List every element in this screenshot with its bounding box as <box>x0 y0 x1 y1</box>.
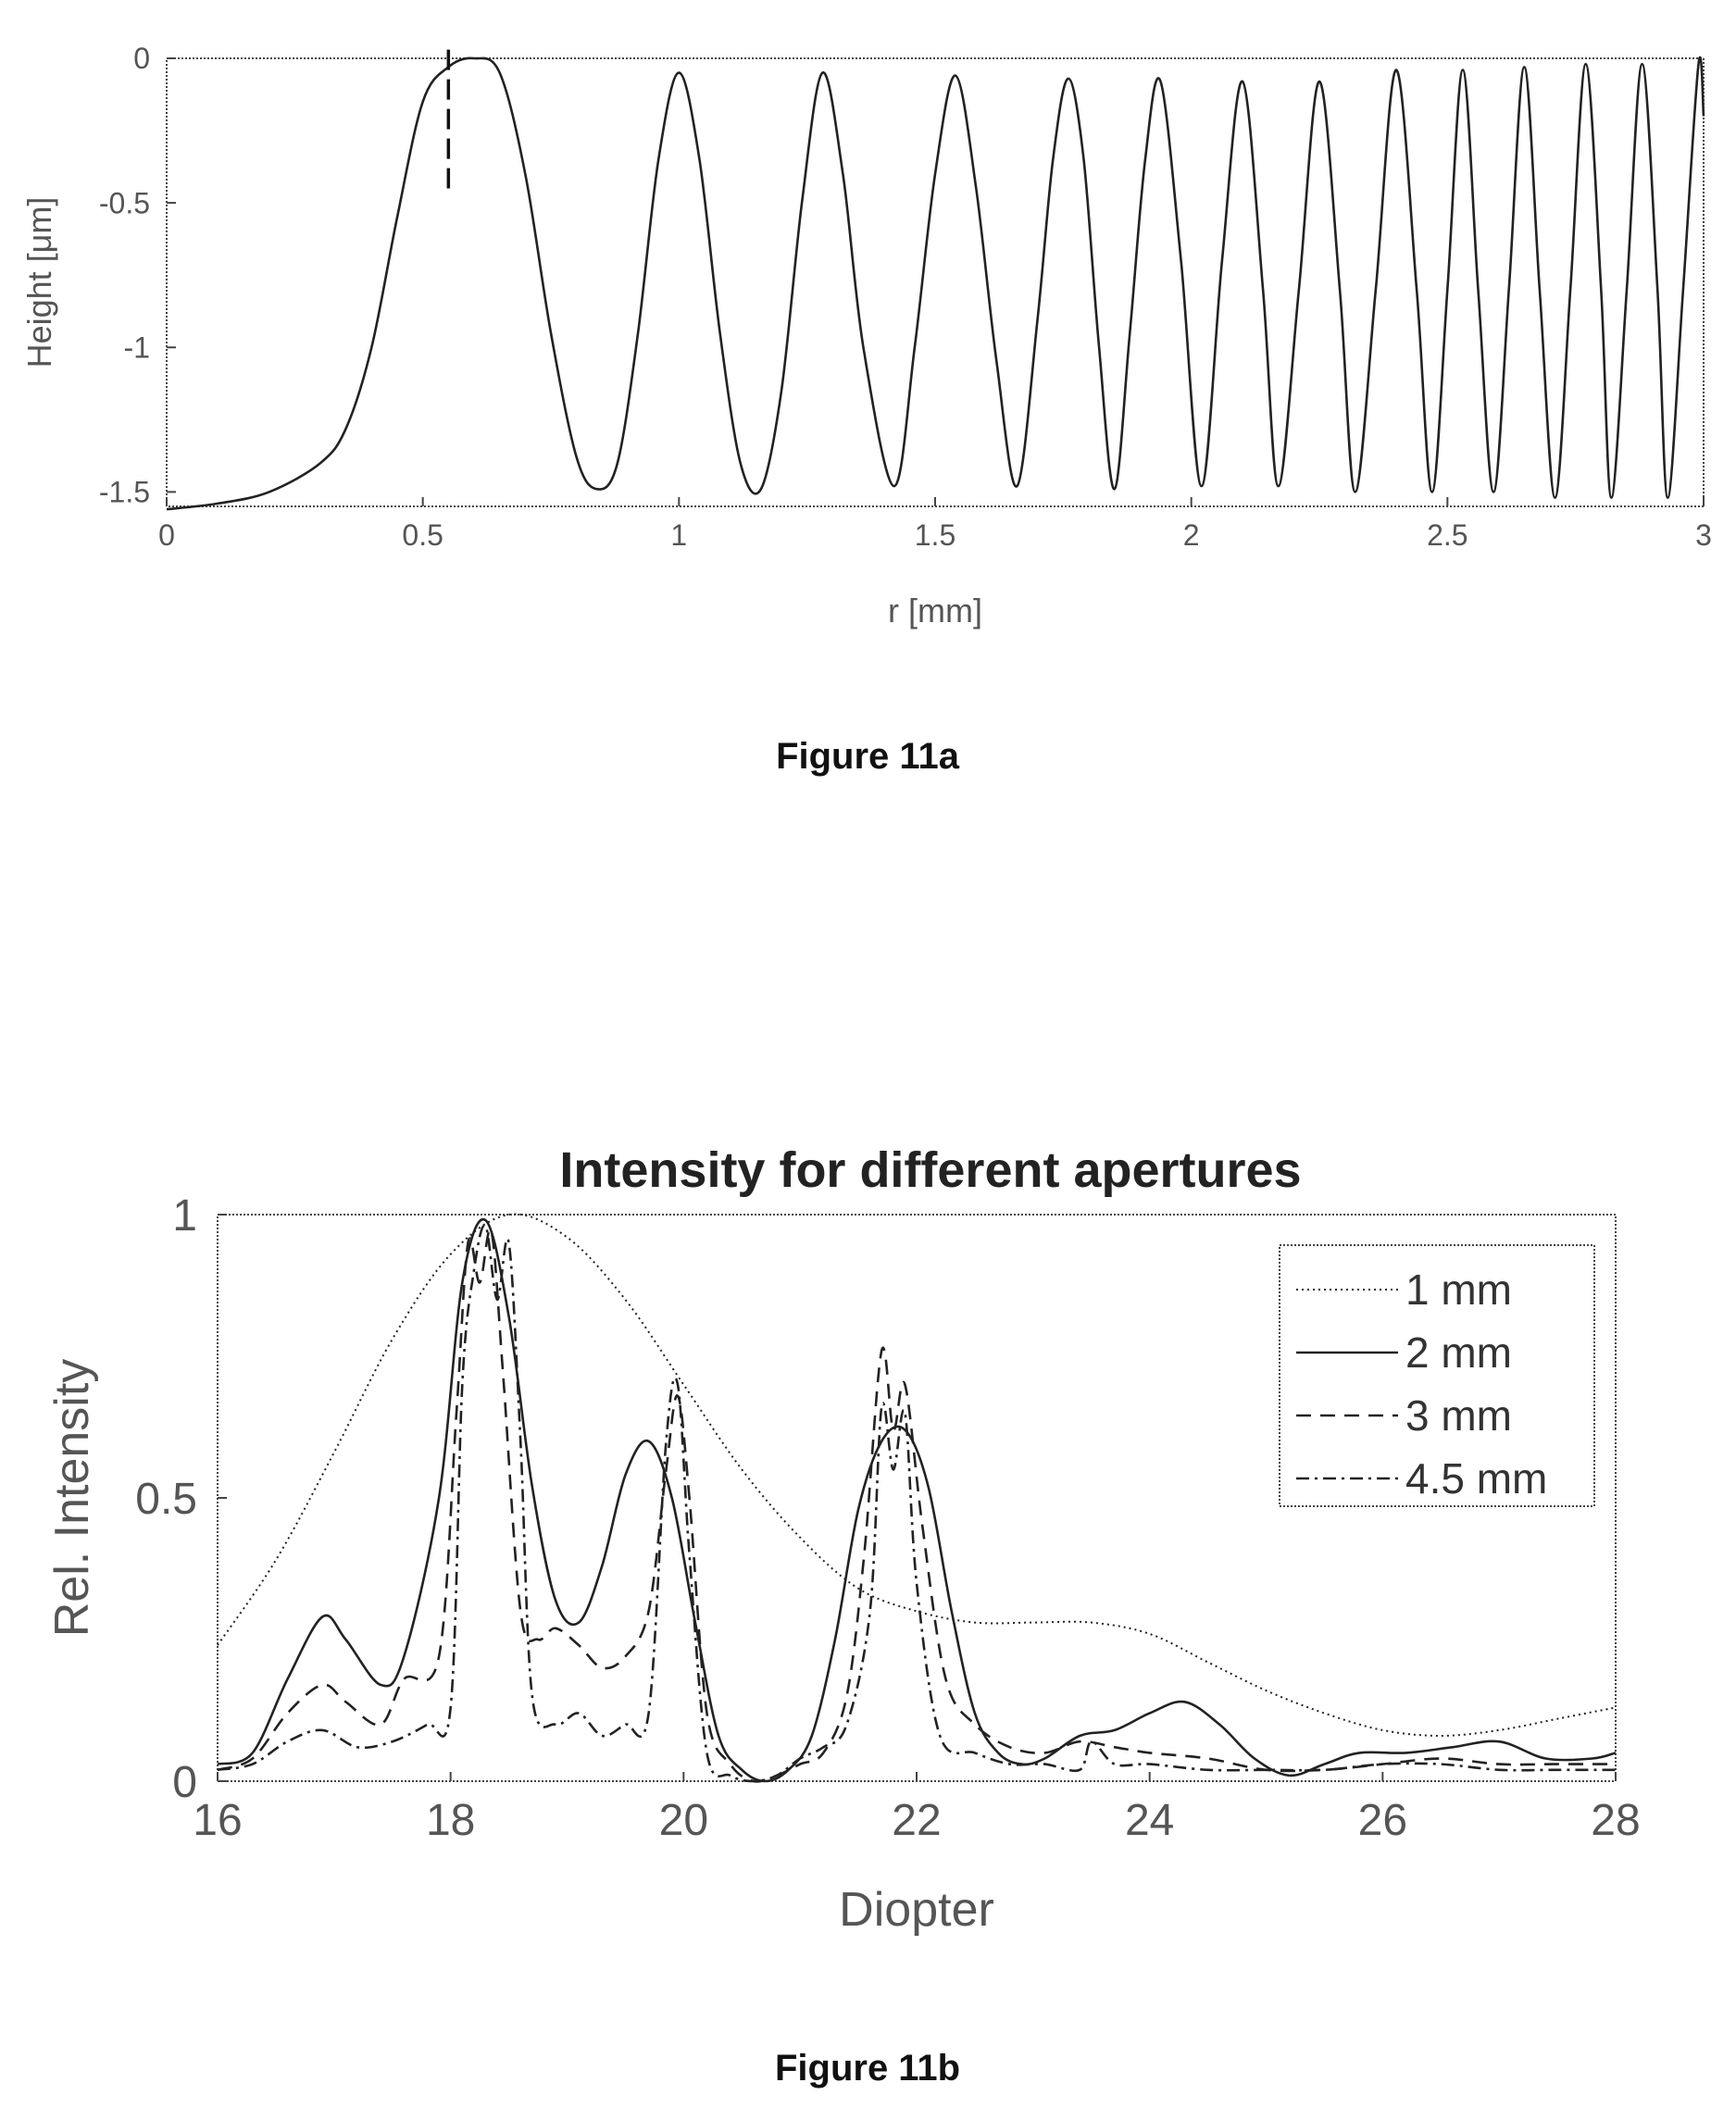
legend: 1 mm 2 mm 3 mm 4.5 mm <box>1279 1244 1595 1507</box>
series-line-1-mm <box>217 1213 1617 1737</box>
y-tick-label: -1 <box>124 330 150 364</box>
figure-caption: Figure 11a <box>776 736 960 777</box>
series-line-0 <box>166 56 1705 511</box>
chart-title: Intensity for different apertures <box>559 1142 1301 1198</box>
legend-box <box>1279 1244 1595 1507</box>
y-axis-label: Rel. Intensity <box>45 1359 99 1638</box>
x-tick-label: 24 <box>1125 1796 1174 1845</box>
x-tick-label: 18 <box>426 1796 475 1845</box>
x-tick-label: 2.5 <box>1427 518 1467 552</box>
y-tick-label: -0.5 <box>99 186 150 219</box>
legend-entry: 4.5 mm <box>1405 1454 1547 1503</box>
x-axis-label: Diopter <box>839 1883 994 1937</box>
legend-entry: 2 mm <box>1405 1328 1512 1377</box>
x-tick-label: 20 <box>659 1796 708 1845</box>
y-tick-label: 0 <box>172 1758 197 1807</box>
x-tick-label: 2 <box>1183 518 1200 552</box>
x-axis-ticks: 0 0.5 1 1.5 2 2.5 3 <box>158 497 1712 552</box>
y-tick-label: 0.5 <box>135 1475 197 1524</box>
x-tick-label: 3 <box>1695 518 1712 552</box>
x-tick-label: 28 <box>1591 1796 1640 1845</box>
x-tick-label: 0.5 <box>402 518 443 552</box>
x-tick-label: 26 <box>1358 1796 1407 1845</box>
series-lines <box>166 56 1705 511</box>
x-tick-label: 1 <box>670 518 687 552</box>
x-axis-label: r [mm] <box>888 592 982 630</box>
x-tick-label: 0 <box>158 518 175 552</box>
x-axis-ticks: 16 18 20 22 24 26 28 <box>193 1772 1641 1845</box>
y-tick-label: -1.5 <box>99 476 150 509</box>
series-lines <box>217 1213 1617 1783</box>
y-axis-label: Height [μm] <box>20 197 58 368</box>
x-tick-label: 22 <box>892 1796 941 1845</box>
x-tick-label: 1.5 <box>915 518 955 552</box>
x-tick-label: 16 <box>193 1796 242 1845</box>
y-axis-ticks: 0 -0.5 -1 -1.5 <box>99 42 176 509</box>
y-axis-ticks: 00.51 <box>135 1191 227 1807</box>
legend-entry: 1 mm <box>1405 1266 1512 1314</box>
y-tick-label: 1 <box>172 1191 197 1241</box>
figure-caption: Figure 11b <box>775 2048 960 2089</box>
plot-frame <box>166 57 1705 507</box>
y-tick-label: 0 <box>133 42 150 75</box>
legend-entry: 3 mm <box>1405 1391 1512 1440</box>
